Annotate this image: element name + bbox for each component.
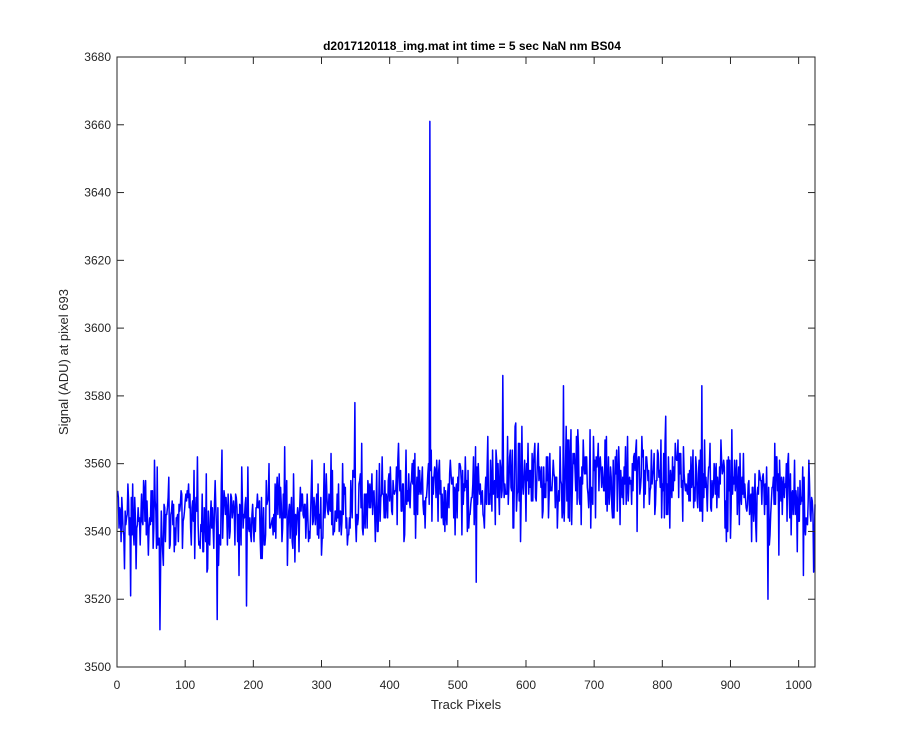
series-layer: [116, 120, 816, 631]
axes-box: [117, 57, 815, 667]
series-line: [116, 120, 816, 631]
x-tick-label: 200: [243, 678, 263, 692]
y-tick-label: 3600: [84, 321, 111, 335]
y-tick-label: 3640: [84, 186, 111, 200]
x-tick-label: 800: [652, 678, 672, 692]
x-axis-label: Track Pixels: [431, 697, 502, 712]
x-tick-label: 100: [175, 678, 195, 692]
axes-frame: [116, 56, 816, 668]
plot-area: 0 100 200 300 400 500 600 700 800 900 1000 3500 352…: [84, 50, 816, 692]
x-tick-label: 600: [516, 678, 536, 692]
x-tick-label: 1000: [785, 678, 812, 692]
y-tick-label: 3500: [84, 660, 111, 674]
x-axis: 0 100 200 300 400 500 600 700 800 900 1000: [114, 57, 812, 692]
y-tick-label: 3540: [84, 524, 111, 538]
y-tick-label: 3520: [84, 592, 111, 606]
y-axis: 3500 3520 3540 3560 3580 3600 3620 3640 3660 3680: [84, 50, 815, 674]
y-tick-label: 3620: [84, 253, 111, 267]
y-tick-label: 3660: [84, 118, 111, 132]
x-tick-label: 300: [311, 678, 331, 692]
x-tick-label: 900: [720, 678, 740, 692]
chart-title: d2017120118_img.mat int time = 5 sec NaN…: [323, 39, 621, 53]
x-tick-label: 500: [448, 678, 468, 692]
y-tick-label: 3680: [84, 50, 111, 64]
x-tick-label: 0: [114, 678, 121, 692]
y-tick-label: 3580: [84, 389, 111, 403]
x-tick-label: 400: [380, 678, 400, 692]
y-axis-label: Signal (ADU) at pixel 693: [56, 289, 71, 435]
x-tick-label: 700: [584, 678, 604, 692]
y-tick-label: 3560: [84, 457, 111, 471]
